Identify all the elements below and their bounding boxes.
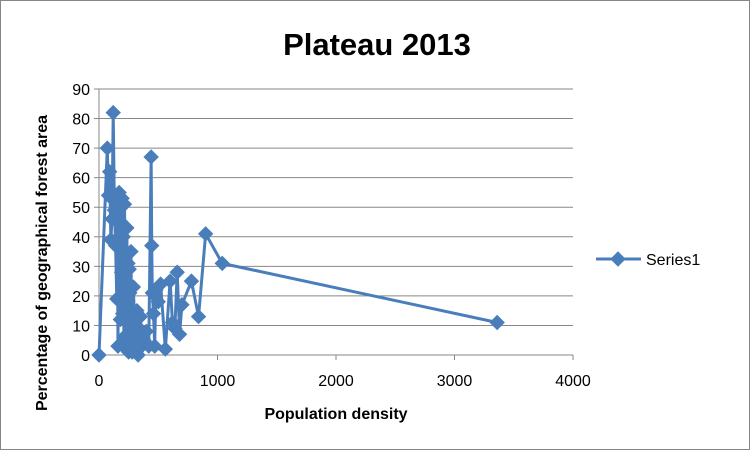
data-point-marker bbox=[99, 140, 116, 156]
data-point-marker bbox=[143, 149, 159, 165]
data-point-marker bbox=[138, 323, 155, 340]
x-tick-label: 4000 bbox=[555, 373, 591, 390]
data-point-marker bbox=[121, 261, 137, 277]
data-point-marker bbox=[197, 226, 214, 242]
data-point-marker bbox=[144, 237, 160, 254]
data-point-marker bbox=[105, 104, 121, 121]
x-axis-title: Population density bbox=[264, 406, 407, 423]
tick-labels: 0 10 20 30 40 50 60 70 80 90 0 1000 2000 3000 4000 bbox=[72, 82, 591, 390]
data-point-marker bbox=[190, 308, 207, 325]
data-point-marker bbox=[171, 326, 188, 343]
data-point-marker bbox=[162, 273, 178, 289]
series-line bbox=[97, 111, 498, 357]
y-axis-title: Percentage of geographical forest area bbox=[34, 115, 51, 411]
x-tick-label: 1000 bbox=[200, 373, 236, 390]
y-tick-label: 50 bbox=[72, 200, 90, 217]
y-tick-label: 10 bbox=[72, 318, 90, 335]
data-point-marker bbox=[125, 279, 142, 295]
data-point-marker bbox=[174, 297, 190, 313]
data-point-marker bbox=[183, 273, 200, 289]
y-tick-label: 90 bbox=[72, 82, 90, 99]
data-point-marker bbox=[145, 305, 162, 322]
x-tick-label: 0 bbox=[95, 373, 104, 390]
x-tick-label: 3000 bbox=[437, 373, 473, 390]
chart-title: Plateau 2013 bbox=[283, 27, 471, 62]
axes bbox=[94, 88, 574, 360]
y-tick-label: 70 bbox=[72, 141, 90, 158]
data-point-marker bbox=[146, 338, 163, 354]
y-tick-label: 30 bbox=[72, 259, 90, 276]
data-point-marker bbox=[132, 308, 149, 325]
data-point-marker bbox=[489, 314, 505, 331]
data-point-marker bbox=[150, 294, 166, 310]
data-point-marker bbox=[123, 243, 139, 260]
data-point-marker bbox=[116, 196, 133, 212]
data-point-marker bbox=[157, 341, 174, 357]
legend-marker bbox=[610, 251, 626, 267]
data-point-marker bbox=[114, 305, 131, 322]
y-tick-label: 40 bbox=[72, 230, 90, 247]
data-point-marker bbox=[101, 164, 118, 180]
data-point-marker bbox=[109, 291, 125, 307]
data-point-marker bbox=[214, 255, 230, 272]
y-tick-label: 0 bbox=[81, 348, 90, 365]
y-tick-label: 80 bbox=[72, 112, 90, 129]
series-layer bbox=[91, 104, 505, 363]
x-tick-label: 2000 bbox=[318, 373, 354, 390]
y-tick-label: 60 bbox=[72, 171, 90, 188]
legend-label: Series1 bbox=[646, 252, 700, 269]
legend: Series1 bbox=[596, 251, 700, 269]
y-tick-label: 20 bbox=[72, 289, 90, 306]
data-point-marker bbox=[117, 273, 134, 289]
data-point-marker bbox=[91, 347, 107, 363]
data-point-marker bbox=[169, 264, 185, 280]
data-point-marker bbox=[119, 220, 135, 236]
